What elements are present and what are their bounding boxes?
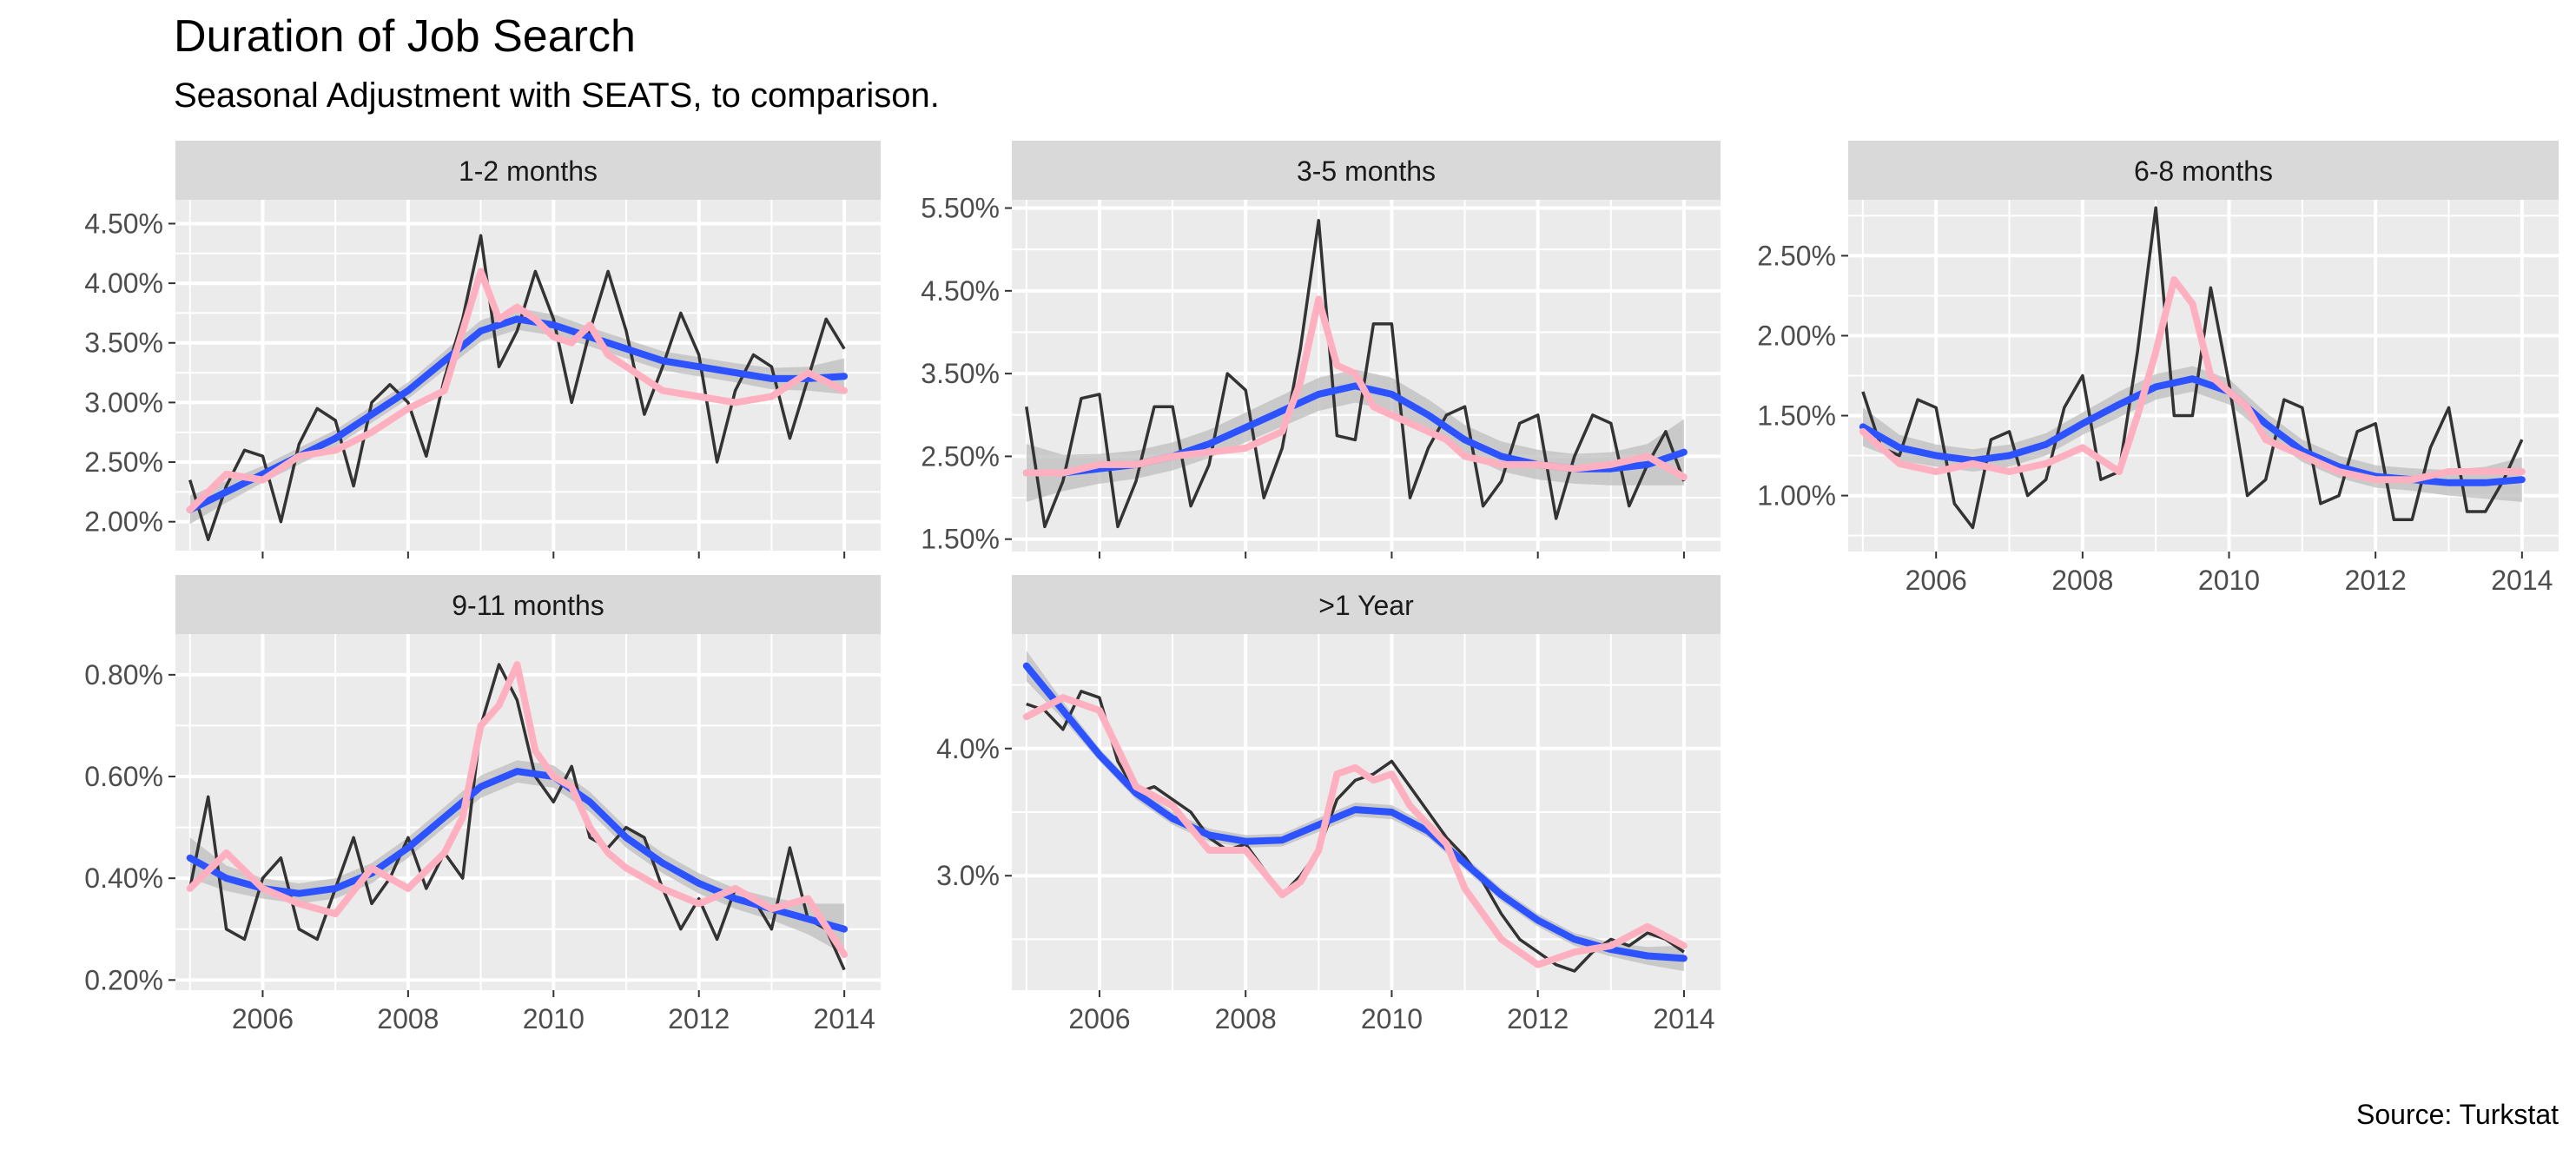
panel-6-8-months-raw-series-line xyxy=(1861,206,2524,530)
panel-1-2-months: 1-2 months 2.00% 2.50% 3.00% 3.50% 4.00% 4.50% xyxy=(84,141,881,558)
panel-6-8-months-x-tick-label: 2006 xyxy=(1906,565,1967,596)
panel-3-5-months-raw-series-line xyxy=(1025,219,1686,529)
panel-6-8-months-x-tick-label: 2012 xyxy=(2345,565,2407,596)
panel-9-11-months-plot-area xyxy=(186,661,849,971)
source-caption: Source: Turkstat xyxy=(2356,1099,2559,1130)
panel-1-2-months-y-tick-label: 4.50% xyxy=(84,208,163,239)
panel-1-year-plot-area xyxy=(1022,651,1688,973)
panel-6-8-months-x-tick-label: 2008 xyxy=(2051,565,2113,596)
panel-9-11-months-y-tick-label: 0.80% xyxy=(84,659,163,691)
panel-9-11-months-y-tick-label: 0.60% xyxy=(84,761,163,792)
panel-1-2-months-strip-label: 1-2 months xyxy=(459,155,598,187)
panel-1-year-trend-line xyxy=(1022,662,1688,962)
panel-1-2-months-seasonally-adjusted-line xyxy=(186,268,849,513)
panel-6-8-months-y-tick-label: 2.00% xyxy=(1757,320,1836,351)
panel-6-8-months-strip xyxy=(1848,141,2559,200)
panel-3-5-months-trend-confidence-band xyxy=(1026,369,1684,502)
panel-1-2-months-y-tick-label: 2.50% xyxy=(84,446,163,478)
panel-9-11-months-seasonally-adjusted-line xyxy=(186,661,849,958)
panel-3-5-months-y-tick-label: 5.50% xyxy=(921,193,1000,224)
panel-1-year: >1 Year 3.0% 4.0% 2006 2008 2010 2012 2014 xyxy=(936,575,1721,1034)
panel-1-year-x-tick-label: 2008 xyxy=(1215,1003,1277,1034)
panel-1-year-x-tick-label: 2010 xyxy=(1361,1003,1423,1034)
panel-1-year-strip xyxy=(1012,575,1721,634)
panel-9-11-months-x-tick-label: 2014 xyxy=(814,1003,875,1034)
panel-3-5-months-y-tick-label: 4.50% xyxy=(921,275,1000,307)
panel-6-8-months-strip-label: 6-8 months xyxy=(2134,155,2273,187)
panel-1-2-months-y-tick-label: 3.00% xyxy=(84,387,163,418)
chart-subtitle: Seasonal Adjustment with SEATS, to compa… xyxy=(174,76,940,115)
panel-3-5-months: 3-5 months 1.50% 2.50% 3.50% 4.50% 5.50% xyxy=(921,141,1721,558)
panel-9-11-months-y-tick-label: 0.20% xyxy=(84,964,163,995)
panel-3-5-months-seasonally-adjusted-line xyxy=(1022,295,1688,481)
panel-9-11-months-strip-label: 9-11 months xyxy=(452,590,604,621)
panel-6-8-months-x-tick-label: 2014 xyxy=(2491,565,2553,596)
panel-6-8-months-x-tick-label: 2010 xyxy=(2198,565,2260,596)
panel-1-2-months-y-tick-label: 4.00% xyxy=(84,268,163,299)
panel-9-11-months-x-tick-label: 2012 xyxy=(668,1003,730,1034)
panel-1-2-months-y-tick-label: 3.50% xyxy=(84,327,163,359)
panel-3-5-months-strip-label: 3-5 months xyxy=(1297,155,1436,187)
panel-6-8-months-y-tick-label: 2.50% xyxy=(1757,240,1836,271)
panel-1-2-months-strip xyxy=(175,141,881,200)
panel-3-5-months-strip xyxy=(1012,141,1721,200)
panel-6-8-months-trend-confidence-band xyxy=(1862,366,2522,502)
panel-1-2-months-plot-area xyxy=(186,234,849,542)
panel-1-year-seasonally-adjusted-line xyxy=(1022,694,1688,968)
panel-9-11-months-strip xyxy=(175,575,881,634)
panel-6-8-months-y-tick-label: 1.50% xyxy=(1757,400,1836,432)
panel-1-year-x-tick-label: 2014 xyxy=(1653,1003,1714,1034)
panel-6-8-months: 6-8 months 1.00% 1.50% 2.00% 2.50% 2006 2008 20… xyxy=(1757,141,2559,596)
panel-1-2-months-y-tick-label: 2.00% xyxy=(84,506,163,538)
panel-3-5-months-y-tick-label: 1.50% xyxy=(921,524,1000,555)
panel-1-year-x-tick-label: 2006 xyxy=(1068,1003,1130,1034)
panel-3-5-months-plot-area xyxy=(1022,219,1688,529)
panel-9-11-months-x-tick-label: 2006 xyxy=(232,1003,294,1034)
panel-3-5-months-y-tick-label: 2.50% xyxy=(921,440,1000,472)
panel-9-11-months-x-tick-label: 2010 xyxy=(523,1003,585,1034)
panel-1-year-strip-label: >1 Year xyxy=(1318,590,1414,621)
panel-1-year-x-tick-label: 2012 xyxy=(1507,1003,1569,1034)
panel-1-2-months-raw-series-line xyxy=(188,234,846,542)
panel-9-11-months-x-tick-label: 2008 xyxy=(377,1003,439,1034)
panel-9-11-months-y-tick-label: 0.40% xyxy=(84,862,163,894)
panel-3-5-months-y-tick-label: 3.50% xyxy=(921,358,1000,389)
panel-9-11-months-trend-line xyxy=(186,768,849,933)
panel-1-year-y-tick-label: 4.0% xyxy=(936,733,1000,764)
panel-1-year-y-tick-label: 3.0% xyxy=(936,860,1000,891)
panel-6-8-months-y-tick-label: 1.00% xyxy=(1757,480,1836,512)
panel-9-11-months: 9-11 months 0.20% 0.40% 0.60% 0.80% 2006 2008 2… xyxy=(84,575,881,1034)
panel-9-11-months-background xyxy=(175,634,881,990)
chart-title: Duration of Job Search xyxy=(174,11,636,62)
panel-6-8-months-plot-area xyxy=(1859,206,2526,530)
panel-6-8-months-seasonally-adjusted-line xyxy=(1859,276,2526,484)
